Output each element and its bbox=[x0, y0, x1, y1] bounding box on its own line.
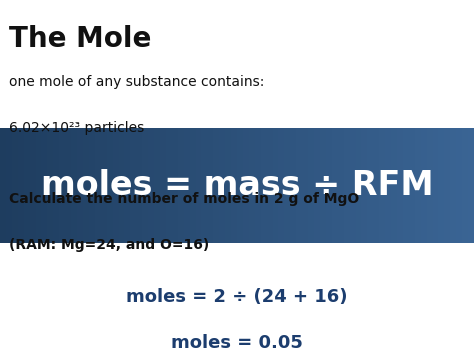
Bar bbox=[456, 128, 463, 243]
Bar bbox=[59, 128, 66, 243]
Bar bbox=[468, 128, 474, 243]
Bar bbox=[71, 128, 78, 243]
Bar bbox=[361, 128, 368, 243]
Bar bbox=[107, 128, 113, 243]
Bar bbox=[255, 128, 262, 243]
Bar bbox=[12, 128, 18, 243]
Bar bbox=[47, 128, 54, 243]
Bar bbox=[427, 128, 433, 243]
Bar bbox=[130, 128, 137, 243]
Bar bbox=[207, 128, 214, 243]
Bar bbox=[438, 128, 446, 243]
Bar bbox=[337, 128, 345, 243]
Bar bbox=[290, 128, 297, 243]
Bar bbox=[326, 128, 333, 243]
Bar bbox=[53, 128, 60, 243]
Bar bbox=[308, 128, 315, 243]
Bar bbox=[249, 128, 256, 243]
Bar bbox=[314, 128, 321, 243]
Bar bbox=[350, 128, 356, 243]
Bar bbox=[112, 128, 119, 243]
Bar bbox=[415, 128, 422, 243]
Text: The Mole: The Mole bbox=[9, 25, 152, 53]
Bar bbox=[403, 128, 410, 243]
Bar bbox=[36, 128, 42, 243]
Bar bbox=[397, 128, 404, 243]
Bar bbox=[95, 128, 101, 243]
Bar bbox=[444, 128, 451, 243]
Bar bbox=[373, 128, 380, 243]
Bar bbox=[385, 128, 392, 243]
Bar bbox=[231, 128, 238, 243]
Bar bbox=[190, 128, 196, 243]
Bar bbox=[213, 128, 220, 243]
Text: one mole of any substance contains:: one mole of any substance contains: bbox=[9, 75, 265, 88]
Text: moles = 2 ÷ (24 + 16): moles = 2 ÷ (24 + 16) bbox=[126, 288, 348, 306]
Bar bbox=[160, 128, 167, 243]
Bar bbox=[136, 128, 143, 243]
Bar bbox=[237, 128, 244, 243]
Bar bbox=[344, 128, 350, 243]
Bar bbox=[41, 128, 48, 243]
Bar bbox=[320, 128, 327, 243]
Bar bbox=[24, 128, 30, 243]
Bar bbox=[83, 128, 90, 243]
Bar bbox=[243, 128, 250, 243]
Bar bbox=[379, 128, 386, 243]
Bar bbox=[302, 128, 309, 243]
Bar bbox=[201, 128, 209, 243]
Bar bbox=[184, 128, 191, 243]
Bar bbox=[118, 128, 125, 243]
Text: (RAM: Mg=24, and O=16): (RAM: Mg=24, and O=16) bbox=[9, 238, 210, 252]
Bar bbox=[462, 128, 469, 243]
Bar bbox=[225, 128, 232, 243]
Bar bbox=[65, 128, 72, 243]
Bar bbox=[100, 128, 108, 243]
Bar bbox=[279, 128, 285, 243]
Bar bbox=[166, 128, 173, 243]
Bar bbox=[284, 128, 291, 243]
Bar bbox=[18, 128, 25, 243]
Bar bbox=[77, 128, 84, 243]
Bar bbox=[0, 128, 7, 243]
Bar bbox=[154, 128, 161, 243]
Bar bbox=[195, 128, 202, 243]
Bar bbox=[124, 128, 131, 243]
Bar bbox=[219, 128, 226, 243]
Bar bbox=[409, 128, 416, 243]
Bar bbox=[432, 128, 439, 243]
Bar bbox=[89, 128, 96, 243]
Bar bbox=[29, 128, 36, 243]
Bar bbox=[261, 128, 267, 243]
Bar bbox=[266, 128, 273, 243]
Bar bbox=[142, 128, 149, 243]
Text: moles = mass ÷ RFM: moles = mass ÷ RFM bbox=[41, 169, 433, 202]
Bar bbox=[420, 128, 428, 243]
Bar bbox=[172, 128, 179, 243]
Bar bbox=[332, 128, 338, 243]
Bar bbox=[273, 128, 279, 243]
Text: moles = 0.05: moles = 0.05 bbox=[171, 334, 303, 352]
Bar bbox=[296, 128, 303, 243]
Bar bbox=[450, 128, 457, 243]
Text: Calculate the number of moles in 2 g of MgO: Calculate the number of moles in 2 g of … bbox=[9, 192, 360, 206]
Bar bbox=[356, 128, 362, 243]
Text: 6.02×10²³ particles: 6.02×10²³ particles bbox=[9, 121, 145, 135]
Bar bbox=[178, 128, 185, 243]
Bar bbox=[6, 128, 13, 243]
Bar bbox=[148, 128, 155, 243]
Bar bbox=[391, 128, 398, 243]
Bar bbox=[367, 128, 374, 243]
